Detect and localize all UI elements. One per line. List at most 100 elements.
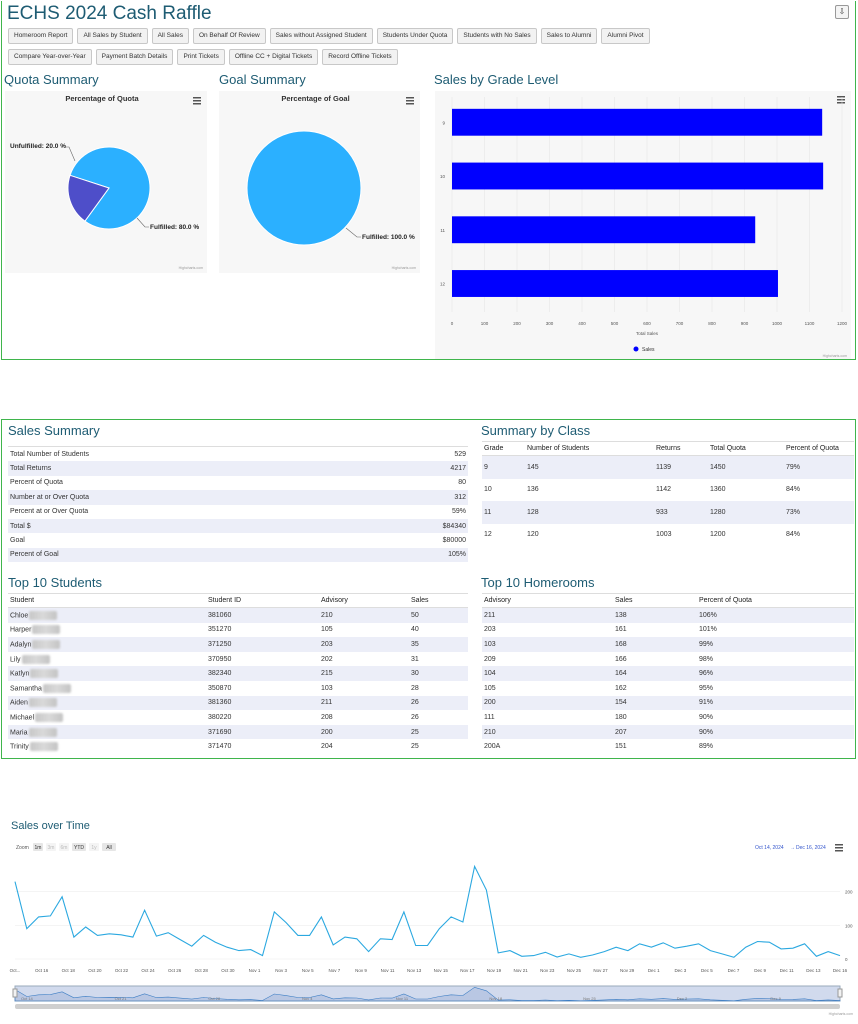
sales-over-time-panel: Sales over Time Zoom 1m 3m 6m YTD 1y All Oct 14… [7, 818, 856, 1018]
chart-menu-line [837, 102, 845, 104]
students-with-no-sales-button[interactable]: Students with No Sales [457, 28, 537, 44]
range-separator: → [790, 845, 795, 851]
students-under-quota-button[interactable]: Students Under Quota [376, 28, 454, 44]
table-cell: 9 [482, 464, 525, 471]
x-tick-label: Oct 18 [62, 968, 76, 973]
table-row: 11 128 933 1280 73% [482, 501, 854, 524]
table-cell: 105 [319, 626, 409, 633]
cell-text: 84% [786, 486, 801, 494]
navigator-tick-label: Dec 9 [770, 996, 781, 1001]
column-header[interactable]: Student [10, 597, 35, 604]
sales-to-alumni-button[interactable]: Sales to Alumni [540, 28, 598, 44]
table-row: 9 145 1139 1450 79% [482, 456, 854, 479]
scrollbar[interactable] [15, 1004, 840, 1009]
y-tick-label: 12 [440, 282, 446, 287]
summary-value: 80 [458, 479, 466, 487]
column-header[interactable]: Sales [411, 597, 429, 604]
column-header[interactable]: Student ID [208, 597, 242, 604]
column-header[interactable]: Returns [656, 445, 681, 452]
zoom-button-label: All [106, 845, 112, 851]
table-cell: 25 [409, 729, 468, 736]
navigator-handle-left[interactable] [12, 988, 18, 998]
zoom-button-1m[interactable] [33, 843, 43, 851]
x-tick-label: Nov 15 [434, 968, 449, 973]
summary-row: Percent of Quota 80 [8, 476, 468, 490]
table-body: Chloe 381060 210 50 Harper 351270 105 40 Adalyn 3… [8, 608, 468, 754]
column-header[interactable]: Advisory [484, 597, 511, 604]
all-sales-by-student-button[interactable]: All Sales by Student [77, 28, 148, 44]
column-header[interactable]: Sales [615, 597, 633, 604]
alumni-pivot-button[interactable]: Alumni Pivot [601, 28, 650, 44]
x-tick-label: Nov 29 [620, 968, 635, 973]
column-header[interactable]: Percent of Quota [699, 597, 752, 604]
navigator-handle-right[interactable] [837, 988, 843, 998]
cell-text: 933 [656, 508, 668, 516]
zoom-button-ytd[interactable] [72, 843, 86, 851]
compare-year-over-year-button[interactable]: Compare Year-over-Year [8, 49, 92, 65]
column-header[interactable]: Number of Students [527, 445, 590, 452]
x-tick-label: Nov 1 [249, 968, 261, 973]
x-tick-label: Oct 28 [195, 968, 209, 973]
x-tick-label: Nov 5 [302, 968, 314, 973]
summary-value: 59% [451, 508, 466, 516]
redacted-surname [30, 669, 59, 679]
summary-label: Goal [10, 537, 25, 545]
cell-text: 211 [484, 611, 496, 619]
cell-text: Chloe [10, 612, 29, 620]
export-icon[interactable]: ⇩ [835, 5, 849, 19]
cell-text: 381060 [208, 611, 232, 619]
summary-value: 529 [454, 450, 466, 458]
table-cell: 84% [784, 486, 854, 493]
table-cell: 200 [482, 699, 613, 706]
column-header[interactable]: Advisory [321, 597, 348, 604]
navigator-tick-label: Nov 18 [489, 996, 502, 1001]
navigator-tick-label: Oct 28 [208, 996, 221, 1001]
x-tick-label: Dec 1 [648, 968, 660, 973]
table-cell: 207 [613, 729, 697, 736]
all-sales-button[interactable]: All Sales [151, 28, 189, 44]
table-cell: 35 [409, 641, 468, 648]
sales-over-time-title: Sales over Time [11, 820, 90, 832]
range-from-input: Oct 14, 2024 [755, 845, 784, 851]
column-header[interactable]: Percent of Quota [786, 445, 839, 452]
table-row: 10 136 1142 1360 84% [482, 479, 854, 502]
sales-without-assigned-student-button[interactable]: Sales without Assigned Student [269, 28, 373, 44]
print-tickets-button[interactable]: Print Tickets [177, 49, 225, 65]
table-cell: 106% [697, 612, 854, 619]
cell-text: 120 [527, 531, 539, 539]
payment-batch-details-button[interactable]: Payment Batch Details [95, 49, 174, 65]
tables-panel: Sales Summary Total Number of Students 52… [1, 419, 856, 759]
offline-cc-digital-tickets-button[interactable]: Offline CC + Digital Tickets [228, 49, 319, 65]
cell-text: 371690 [208, 728, 232, 736]
table-row: Lily 370950 202 31 [8, 652, 468, 667]
cell-text: 40 [411, 626, 419, 634]
table-cell: 73% [784, 509, 854, 516]
zoom-label: Zoom [16, 845, 29, 851]
chart-credit: Highcharts.com [179, 266, 203, 270]
homeroom-report-button[interactable]: Homeroom Report [8, 28, 74, 44]
record-offline-tickets-button[interactable]: Record Offline Tickets [322, 49, 398, 65]
table-cell: 215 [319, 670, 409, 677]
column-header[interactable]: Grade [484, 445, 504, 452]
table-row: 211 138 106% [482, 608, 854, 623]
cell-text: 210 [321, 611, 333, 619]
table-cell: 1200 [708, 531, 784, 538]
column-header[interactable]: Total Quota [710, 445, 746, 452]
table-cell: 79% [784, 464, 854, 471]
x-tick-label: 1100 [805, 321, 815, 326]
dashboard-top-panel: ECHS 2024 Cash Raffle ⇩ Homeroom Report A… [1, 1, 856, 360]
redacted-surname [35, 712, 64, 722]
table-cell: 1003 [654, 531, 708, 538]
cell-text: 103 [484, 640, 496, 648]
table-cell: 162 [613, 685, 697, 692]
table-cell: 202 [319, 656, 409, 663]
x-tick-label: Nov 11 [381, 968, 395, 973]
table-cell: 111 [482, 714, 613, 721]
legend-marker [633, 346, 639, 352]
on-behalf-of-review-button[interactable]: On Behalf Of Review [192, 28, 266, 44]
zoom-button-all[interactable] [102, 843, 116, 851]
range-to-input: Dec 16, 2024 [796, 845, 826, 851]
table-cell: 105 [482, 685, 613, 692]
cell-text: 380220 [208, 713, 232, 721]
cell-text: 200 [484, 699, 496, 707]
